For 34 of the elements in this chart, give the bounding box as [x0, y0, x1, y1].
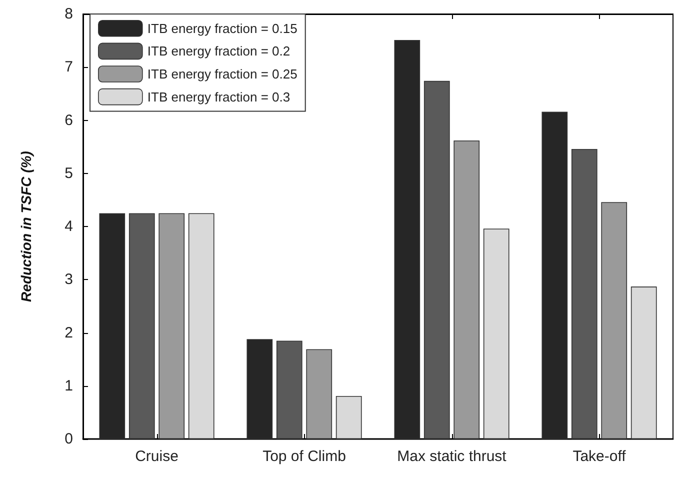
y-tick-label: 4 — [64, 218, 73, 235]
y-tick-label: 2 — [64, 324, 73, 342]
bar — [99, 213, 126, 439]
bar — [158, 213, 185, 439]
bar — [394, 40, 420, 439]
y-tick-label: 6 — [64, 112, 73, 129]
bar — [630, 286, 657, 439]
bar — [276, 340, 302, 439]
x-tick-label: Top of Climb — [262, 448, 346, 465]
x-tick-label: Max static thrust — [397, 448, 508, 465]
bar — [306, 349, 332, 439]
y-tick-label: 1 — [64, 377, 73, 394]
bar — [483, 228, 510, 439]
legend-label: ITB energy fraction = 0.15 — [147, 20, 298, 36]
legend-label: ITB energy fraction = 0.2 — [147, 44, 290, 59]
bar — [188, 213, 214, 439]
bar — [128, 213, 155, 439]
y-tick-label: 3 — [64, 271, 73, 288]
bar — [424, 80, 450, 439]
legend-label: ITB energy fraction = 0.3 — [147, 89, 290, 104]
x-tick-label: Cruise — [135, 448, 178, 465]
bar — [336, 396, 362, 439]
y-tick-label: 7 — [64, 58, 73, 76]
x-tick-label: Take-off — [572, 448, 627, 465]
bar — [542, 112, 568, 439]
bar — [454, 140, 480, 439]
y-tick-label: 8 — [64, 6, 73, 22]
bar — [246, 339, 273, 439]
y-axis-title: Reduction in TSFC (%) — [18, 150, 34, 302]
bar — [571, 148, 598, 439]
legend-label: ITB energy fraction = 0.25 — [147, 66, 298, 82]
y-tick-label: 5 — [64, 164, 73, 182]
bar — [601, 202, 628, 439]
y-tick-label: 0 — [64, 430, 73, 448]
